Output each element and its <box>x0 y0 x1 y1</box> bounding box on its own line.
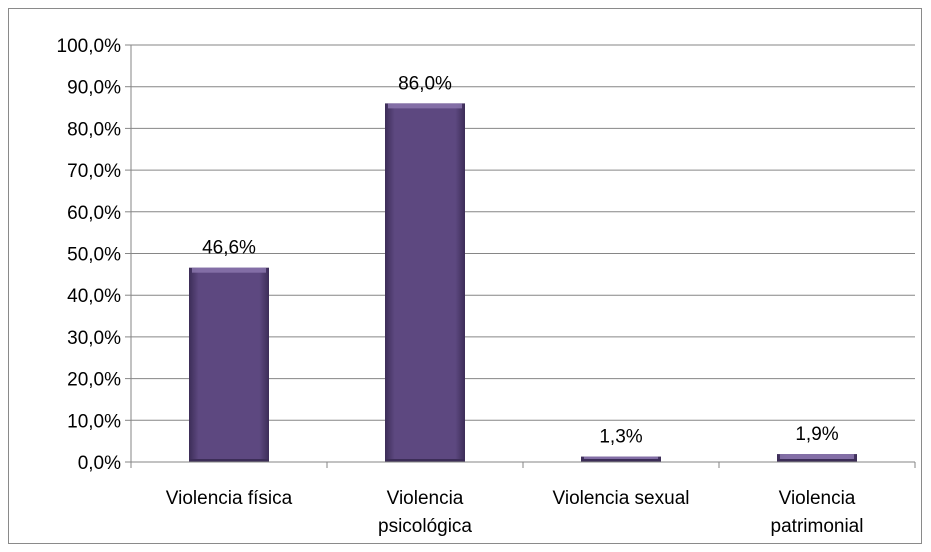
axes <box>125 44 916 468</box>
bar-shade <box>189 459 269 462</box>
y-tick-label: 70,0% <box>67 161 121 182</box>
labels: 0,0% 10,0% 20,0% 30,0% 40,0% 50,0% 60,0% 70,0% 8… <box>57 36 864 537</box>
y-tick-label: 0,0% <box>78 453 121 474</box>
x-tick-label: patrimonial <box>771 516 864 537</box>
y-tick-label: 20,0% <box>67 370 121 391</box>
x-tick-label: Violencia <box>387 488 464 509</box>
chart-frame: 0,0% 10,0% 20,0% 30,0% 40,0% 50,0% 60,0% 70,0% 8… <box>8 8 922 544</box>
y-tick-label: 60,0% <box>67 203 121 224</box>
y-tick-label: 50,0% <box>67 245 121 266</box>
y-tick-label: 90,0% <box>67 78 121 99</box>
x-tick-label: Violencia sexual <box>553 488 690 509</box>
data-label: 1,9% <box>795 424 838 445</box>
data-label: 86,0% <box>398 73 452 94</box>
bars <box>189 103 857 462</box>
bar-highlight <box>780 454 854 460</box>
bar <box>777 454 857 462</box>
data-label: 46,6% <box>202 238 256 259</box>
bar <box>189 267 269 462</box>
y-tick-label: 80,0% <box>67 119 121 140</box>
bar-body <box>189 267 269 462</box>
bar <box>385 103 465 462</box>
bar-highlight <box>192 267 266 273</box>
data-label: 1,3% <box>599 427 642 448</box>
x-tick-label: psicológica <box>378 516 472 537</box>
y-tick-label: 30,0% <box>67 328 121 349</box>
bar-body <box>385 103 465 462</box>
bar-shade <box>777 459 857 462</box>
bar-shade <box>385 459 465 462</box>
x-tick-label: Violencia física <box>166 488 293 509</box>
y-tick-label: 40,0% <box>67 286 121 307</box>
bar <box>581 456 661 462</box>
bar-chart: 0,0% 10,0% 20,0% 30,0% 40,0% 50,0% 60,0% 70,0% 8… <box>57 36 916 537</box>
y-tick-label: 10,0% <box>67 411 121 432</box>
bar-shade <box>581 459 661 462</box>
y-tick-label: 100,0% <box>57 36 122 57</box>
bar-highlight <box>388 103 462 109</box>
x-tick-label: Violencia <box>779 488 856 509</box>
